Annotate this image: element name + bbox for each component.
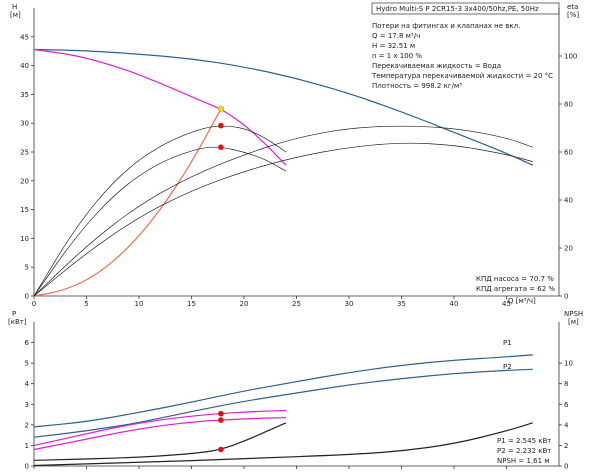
- left-tick-label: 35: [20, 91, 29, 99]
- right-tick-label: 0: [564, 293, 568, 301]
- series-efficiency-4: [33, 125, 533, 297]
- x-tick-label: 45: [502, 300, 511, 308]
- series-pump-head: [33, 48, 287, 166]
- x-tick-label: 30: [345, 300, 354, 308]
- x-tick-label: 10: [135, 300, 144, 308]
- left-tick-label: 20: [20, 177, 29, 185]
- right-tick-label: 40: [564, 197, 573, 205]
- x-tick-label: 40: [450, 300, 459, 308]
- right-tick-label: 20: [564, 245, 573, 253]
- info-line: Плотность = 998.2 кг/м³: [372, 82, 462, 90]
- left-tick-label: 15: [20, 206, 29, 214]
- right-tick-label: 80: [564, 101, 573, 109]
- series-pump-P1: [33, 409, 287, 446]
- series-npsh-system: [33, 422, 533, 467]
- npsh-axis-unit: [м]: [568, 318, 579, 326]
- series-efficiency-2: [33, 125, 287, 297]
- p2-note: P2 = 2.232 кВт: [497, 447, 551, 455]
- left-tick-label: 1: [25, 442, 29, 450]
- left-tick-label: 0: [25, 293, 29, 301]
- left-tick-label: 30: [20, 120, 29, 128]
- x-tick-label: 5: [84, 300, 88, 308]
- p2-series-label: P2: [503, 363, 512, 371]
- series-P2: [33, 368, 533, 438]
- info-line: Потери на фитингах и клапанах не вкл.: [372, 22, 520, 30]
- x-tick-label: 20: [240, 300, 249, 308]
- series-P1: [33, 354, 533, 428]
- duty-point: [217, 105, 224, 112]
- p-axis-label: P: [12, 310, 16, 318]
- series-pump-P2: [33, 417, 287, 451]
- info-title: Hydro Multi-S P 2CR15-3 3x400/50hz,PE, 5…: [376, 5, 539, 13]
- right-tick-label: 4: [564, 421, 569, 429]
- duty-point: [218, 144, 224, 150]
- x-tick-label: 25: [292, 300, 301, 308]
- npsh-axis-label: NPSH: [564, 310, 583, 318]
- series-efficiency-3: [33, 142, 533, 297]
- duty-point: [218, 122, 224, 129]
- left-tick-label: 2: [25, 421, 29, 429]
- right-tick-label: 6: [564, 401, 569, 409]
- info-line: Q = 17.8 м³/ч: [372, 32, 420, 40]
- left-tick-label: 25: [20, 149, 29, 157]
- right-tick-label: 2: [564, 442, 568, 450]
- series-efficiency-1: [33, 146, 287, 297]
- x-tick-label: 35: [397, 300, 406, 308]
- right-tick-label: 0: [564, 463, 568, 471]
- info-line: H = 32.51 м: [372, 42, 415, 50]
- eta-axis-label: eta: [567, 3, 578, 11]
- series-system-curve: [33, 108, 222, 297]
- info-line: Температура перекачиваемой жидкости = 20…: [371, 72, 553, 80]
- left-tick-label: 4: [25, 380, 30, 388]
- h-axis-unit: [м]: [10, 11, 21, 19]
- p1-note: P1 = 2.545 кВт: [497, 437, 551, 445]
- duty-point: [218, 410, 224, 417]
- left-tick-label: 3: [25, 401, 29, 409]
- info-lines: Потери на фитингах и клапанах не вкл. Q =…: [371, 22, 553, 90]
- info-line: Перекачиваемая жидкость = Вода: [372, 62, 501, 70]
- npsh-note: NPSH = 1.61 м: [497, 457, 550, 465]
- eta-axis-unit: [%]: [567, 11, 579, 19]
- right-tick-label: 100: [564, 53, 577, 61]
- unit-efficiency-note: КПД агрегата = 62 %: [476, 285, 555, 293]
- left-tick-label: 45: [20, 33, 29, 41]
- series-system-head: [33, 48, 534, 166]
- left-tick-label: 10: [20, 235, 29, 243]
- x-tick-label: 0: [32, 300, 36, 308]
- h-axis-label: H: [12, 3, 17, 11]
- left-tick-label: 6: [25, 339, 30, 347]
- pump-efficiency-note: КПД насоса = 70.7 %: [476, 275, 554, 283]
- left-tick-label: 5: [25, 360, 29, 368]
- x-tick-label: 15: [187, 300, 196, 308]
- series-npsh-pump: [33, 422, 287, 461]
- left-tick-label: 40: [20, 62, 29, 70]
- p-axis-unit: [кВт]: [8, 318, 27, 326]
- duty-point: [218, 446, 224, 453]
- left-tick-label: 5: [25, 264, 29, 272]
- right-tick-label: 8: [564, 380, 568, 388]
- left-tick-label: 0: [25, 463, 29, 471]
- info-line: n = 1 x 100 %: [372, 52, 422, 60]
- p1-series-label: P1: [503, 339, 512, 347]
- q-axis-label: Q [м³/ч]: [508, 297, 536, 305]
- duty-point: [218, 417, 224, 423]
- right-tick-label: 10: [564, 360, 573, 368]
- right-tick-label: 60: [564, 149, 573, 157]
